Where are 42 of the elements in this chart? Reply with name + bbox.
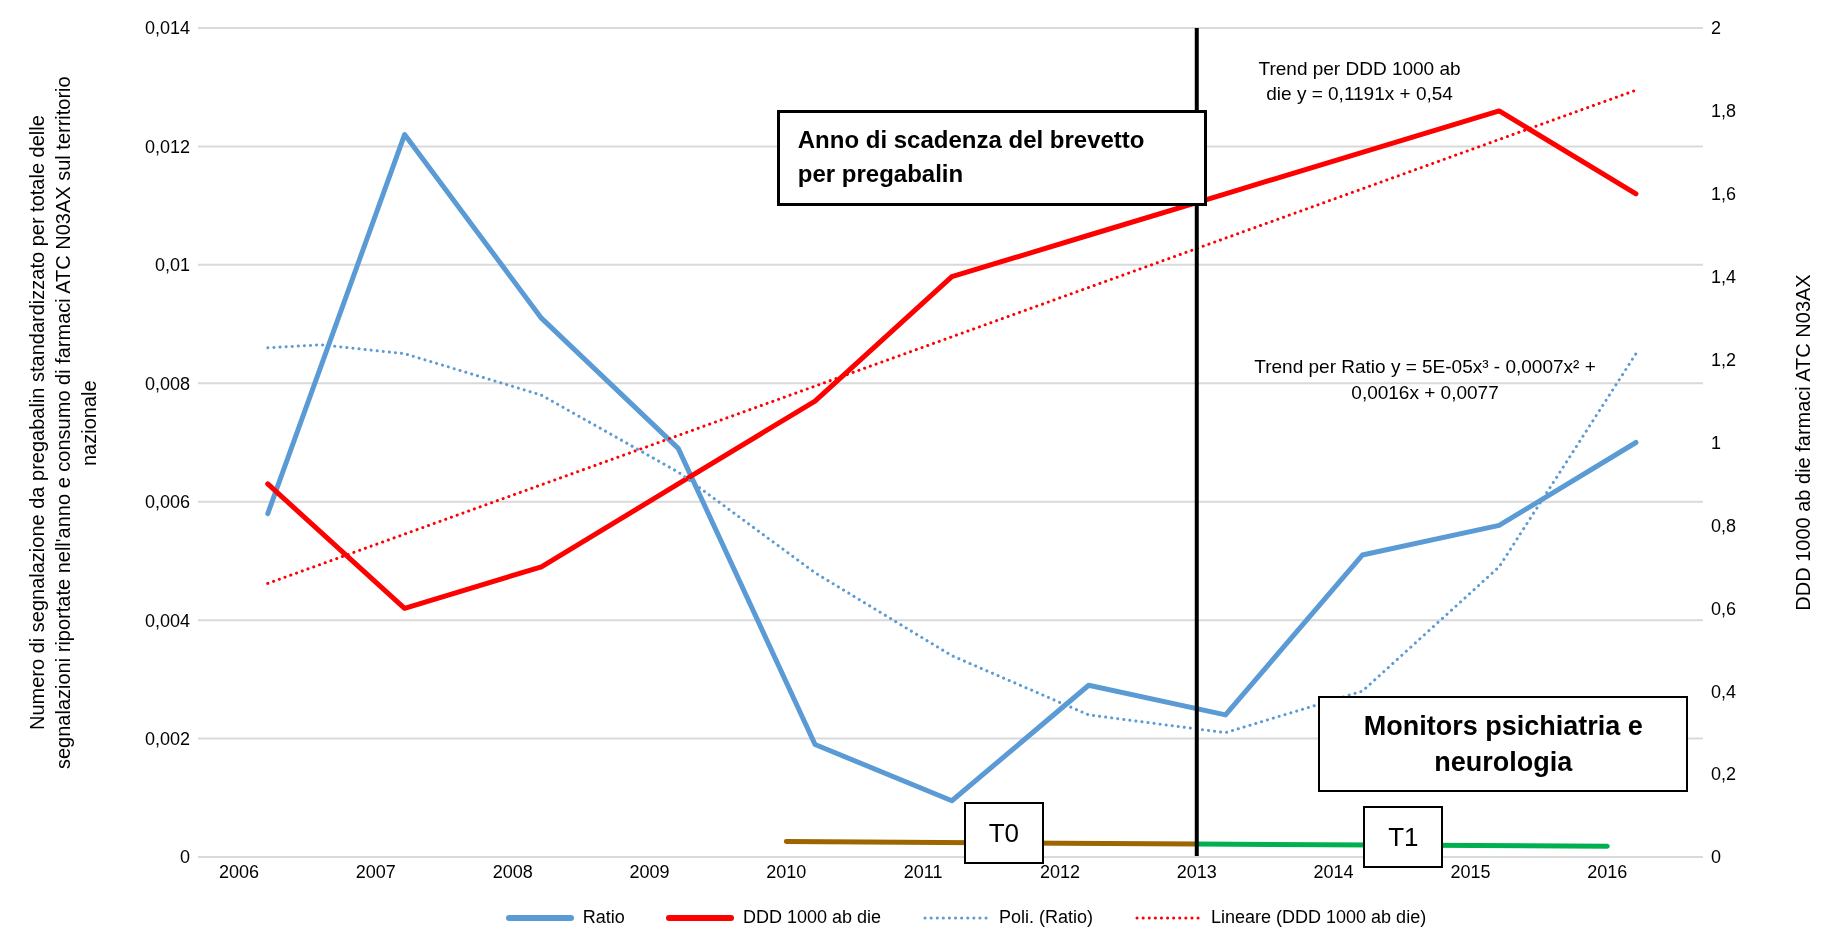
- legend-label: Ratio: [582, 907, 625, 928]
- x-tick-label: 2007: [355, 861, 396, 882]
- text-box: Anno di scadenza del brevetto per pregabalin: [776, 110, 1207, 206]
- text-box: T0: [963, 802, 1044, 865]
- y-tick-label: 0,004: [144, 610, 190, 631]
- x-tick-label: 2009: [629, 861, 670, 882]
- x-tick-label: 2010: [766, 861, 807, 882]
- y2-tick-label: 2: [1711, 18, 1722, 39]
- x-tick-label: 2013: [1176, 861, 1217, 882]
- y2-tick-label: 1: [1711, 432, 1722, 453]
- legend-label: DDD 1000 ab die: [742, 907, 881, 928]
- annotation: T0: [988, 817, 1020, 848]
- x-tick-label: 2011: [903, 861, 943, 882]
- y-tick-label: 0,01: [154, 255, 190, 276]
- y2-tick-label: 0,4: [1711, 681, 1737, 702]
- y-tick-label: 0,002: [144, 728, 190, 749]
- x-tick-label: 2008: [492, 861, 533, 882]
- x-tick-label: 2016: [1587, 861, 1628, 882]
- y2-tick-label: 1,2: [1711, 349, 1737, 370]
- note-text: Trend per Ratio y = 5E-05x³ - 0,0007x² + 0,0016x + 0,0077: [1254, 356, 1596, 403]
- y2-tick-label: 1,6: [1711, 184, 1737, 205]
- x-tick-label: 2015: [1450, 861, 1491, 882]
- y-tick-label: 0,012: [144, 136, 190, 157]
- legend-label: Poli. (Ratio): [998, 907, 1094, 928]
- legend-label: Lineare (DDD 1000 ab die): [1211, 907, 1427, 928]
- y-axis-title: Numero di segnalazione da pregabalin standardizzato per totale delle segnalazioni riportate nell'anno e consumo di farmaci ATC N03AX sul territorio nazionale: [25, 75, 101, 772]
- text-box: T1: [1363, 806, 1444, 869]
- y2-tick-label: 1,4: [1711, 267, 1737, 288]
- y-tick-label: 0,014: [144, 18, 190, 39]
- note-text: Trend per DDD 1000 ab die y = 0,1191x + 0,54: [1258, 57, 1461, 105]
- text-box: Monitors psichiatria e neurologia: [1318, 696, 1689, 793]
- x-tick-label: 2006: [219, 861, 260, 882]
- y-tick-label: 0,008: [144, 373, 190, 394]
- y-tick-label: 0,006: [144, 492, 190, 513]
- x-tick-label: 2014: [1313, 861, 1354, 882]
- y2-tick-label: 0: [1711, 847, 1722, 868]
- y-tick-label: 0: [179, 847, 190, 868]
- y2-tick-label: 0,6: [1711, 598, 1737, 619]
- y2-tick-label: 1,8: [1711, 101, 1737, 122]
- y2-tick-label: 0,2: [1711, 764, 1737, 785]
- y2-tick-label: 0,8: [1711, 515, 1737, 536]
- y2-axis-title: DDD 1000 ab die farmaci ATC N03AX: [1792, 274, 1815, 611]
